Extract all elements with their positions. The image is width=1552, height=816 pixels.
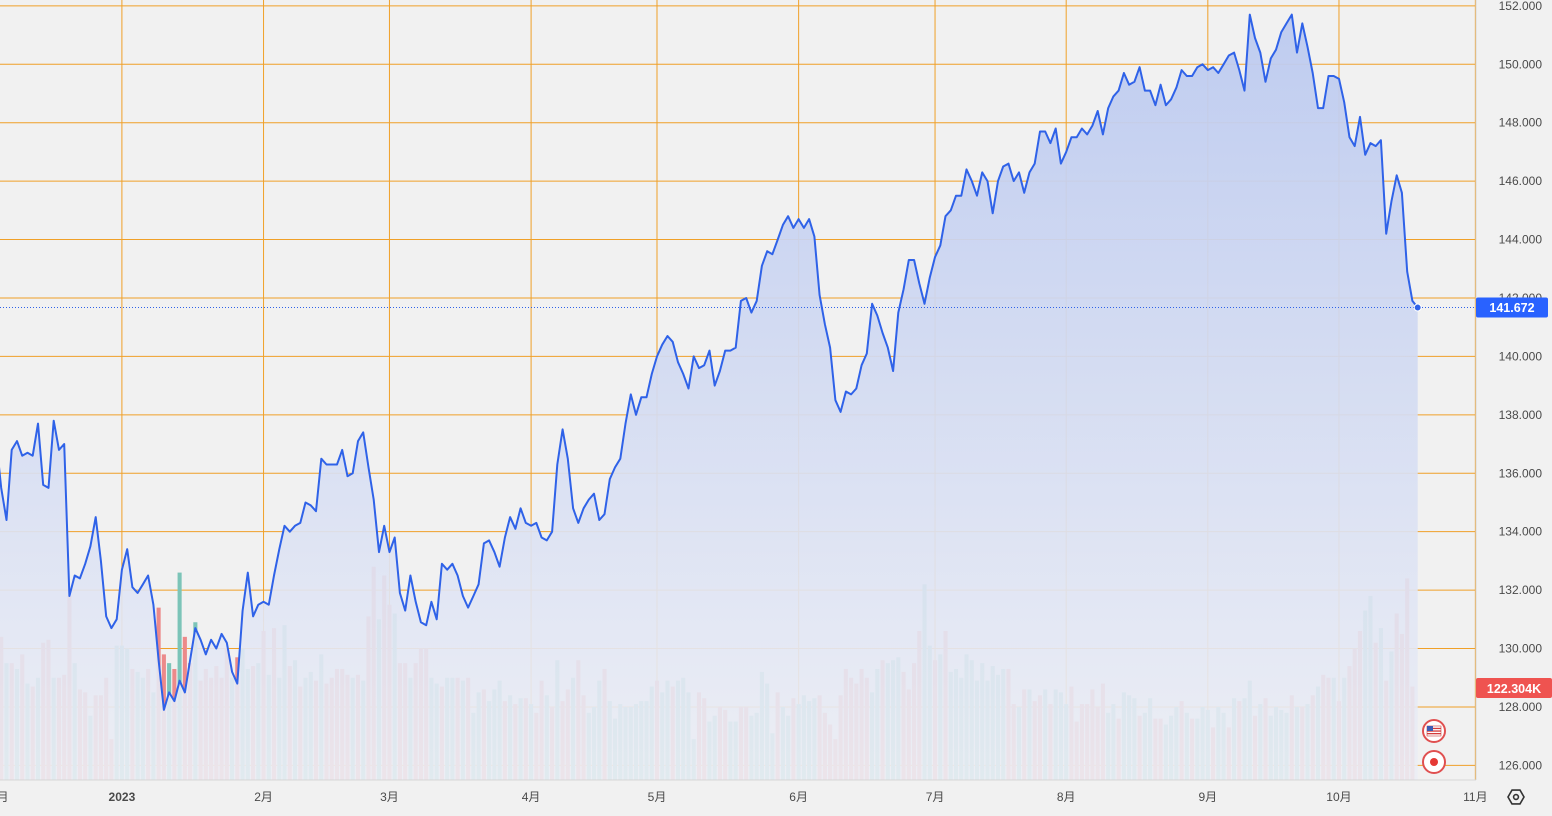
volume-bar bbox=[177, 572, 182, 780]
y-tick-label: 150.000 bbox=[1499, 57, 1543, 71]
y-tick-label: 138.000 bbox=[1499, 408, 1543, 422]
price-area bbox=[0, 14, 1418, 780]
y-tick-label: 148.000 bbox=[1499, 116, 1543, 130]
y-tick-label: 128.000 bbox=[1499, 700, 1543, 714]
x-tick-label: 8月 bbox=[1057, 790, 1076, 804]
y-tick-label: 152.000 bbox=[1499, 0, 1543, 13]
y-tick-label: 140.000 bbox=[1499, 349, 1543, 363]
x-tick-label: 7月 bbox=[926, 790, 945, 804]
record-event-icon[interactable] bbox=[1422, 750, 1446, 774]
last-price-label: 141.672 bbox=[1489, 301, 1534, 315]
y-tick-label: 146.000 bbox=[1499, 174, 1543, 188]
x-tick-label: 9月 bbox=[1198, 790, 1217, 804]
volume-label: 122.304K bbox=[1487, 682, 1541, 696]
x-tick-label: 2023 bbox=[109, 790, 136, 804]
x-tick-label: 11月 bbox=[1463, 790, 1487, 804]
time-axis-panel[interactable] bbox=[0, 780, 1476, 811]
y-tick-label: 126.000 bbox=[1499, 758, 1543, 772]
y-tick-label: 136.000 bbox=[1499, 466, 1543, 480]
y-tick-label: 130.000 bbox=[1499, 642, 1543, 656]
x-tick-label: 3月 bbox=[380, 790, 399, 804]
price-axis-panel[interactable] bbox=[1476, 0, 1552, 811]
y-axis-ticks: 152.000150.000148.000146.000144.000142.0… bbox=[1499, 0, 1543, 772]
x-tick-label: 4月 bbox=[522, 790, 541, 804]
volume-badge: 122.304K bbox=[1476, 678, 1552, 698]
settings-hexagon-icon[interactable] bbox=[1507, 789, 1525, 805]
y-tick-label: 132.000 bbox=[1499, 583, 1543, 597]
us-flag-event-icon[interactable] bbox=[1422, 719, 1446, 743]
last-price-dot bbox=[1413, 303, 1422, 312]
x-tick-label: 12月 bbox=[0, 790, 9, 804]
x-axis-ticks: 12月20232月3月4月5月6月7月8月9月10月11月12月29 bbox=[0, 790, 1488, 804]
y-tick-label: 144.000 bbox=[1499, 233, 1543, 247]
x-tick-label: 2月 bbox=[254, 790, 273, 804]
last-price-badge: 141.672 bbox=[1476, 297, 1548, 318]
y-tick-label: 134.000 bbox=[1499, 525, 1543, 539]
x-tick-label: 10月 bbox=[1326, 790, 1351, 804]
x-tick-label: 5月 bbox=[648, 790, 667, 804]
price-line bbox=[0, 13, 1419, 711]
x-tick-label: 6月 bbox=[789, 790, 808, 804]
